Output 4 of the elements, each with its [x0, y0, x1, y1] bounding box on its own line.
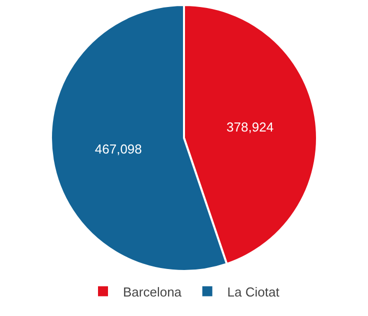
legend-label: La Ciotat [227, 284, 280, 300]
data-label: 467,098 [94, 141, 142, 156]
legend-label: Barcelona [123, 284, 182, 300]
data-label: 378,924 [226, 120, 274, 135]
